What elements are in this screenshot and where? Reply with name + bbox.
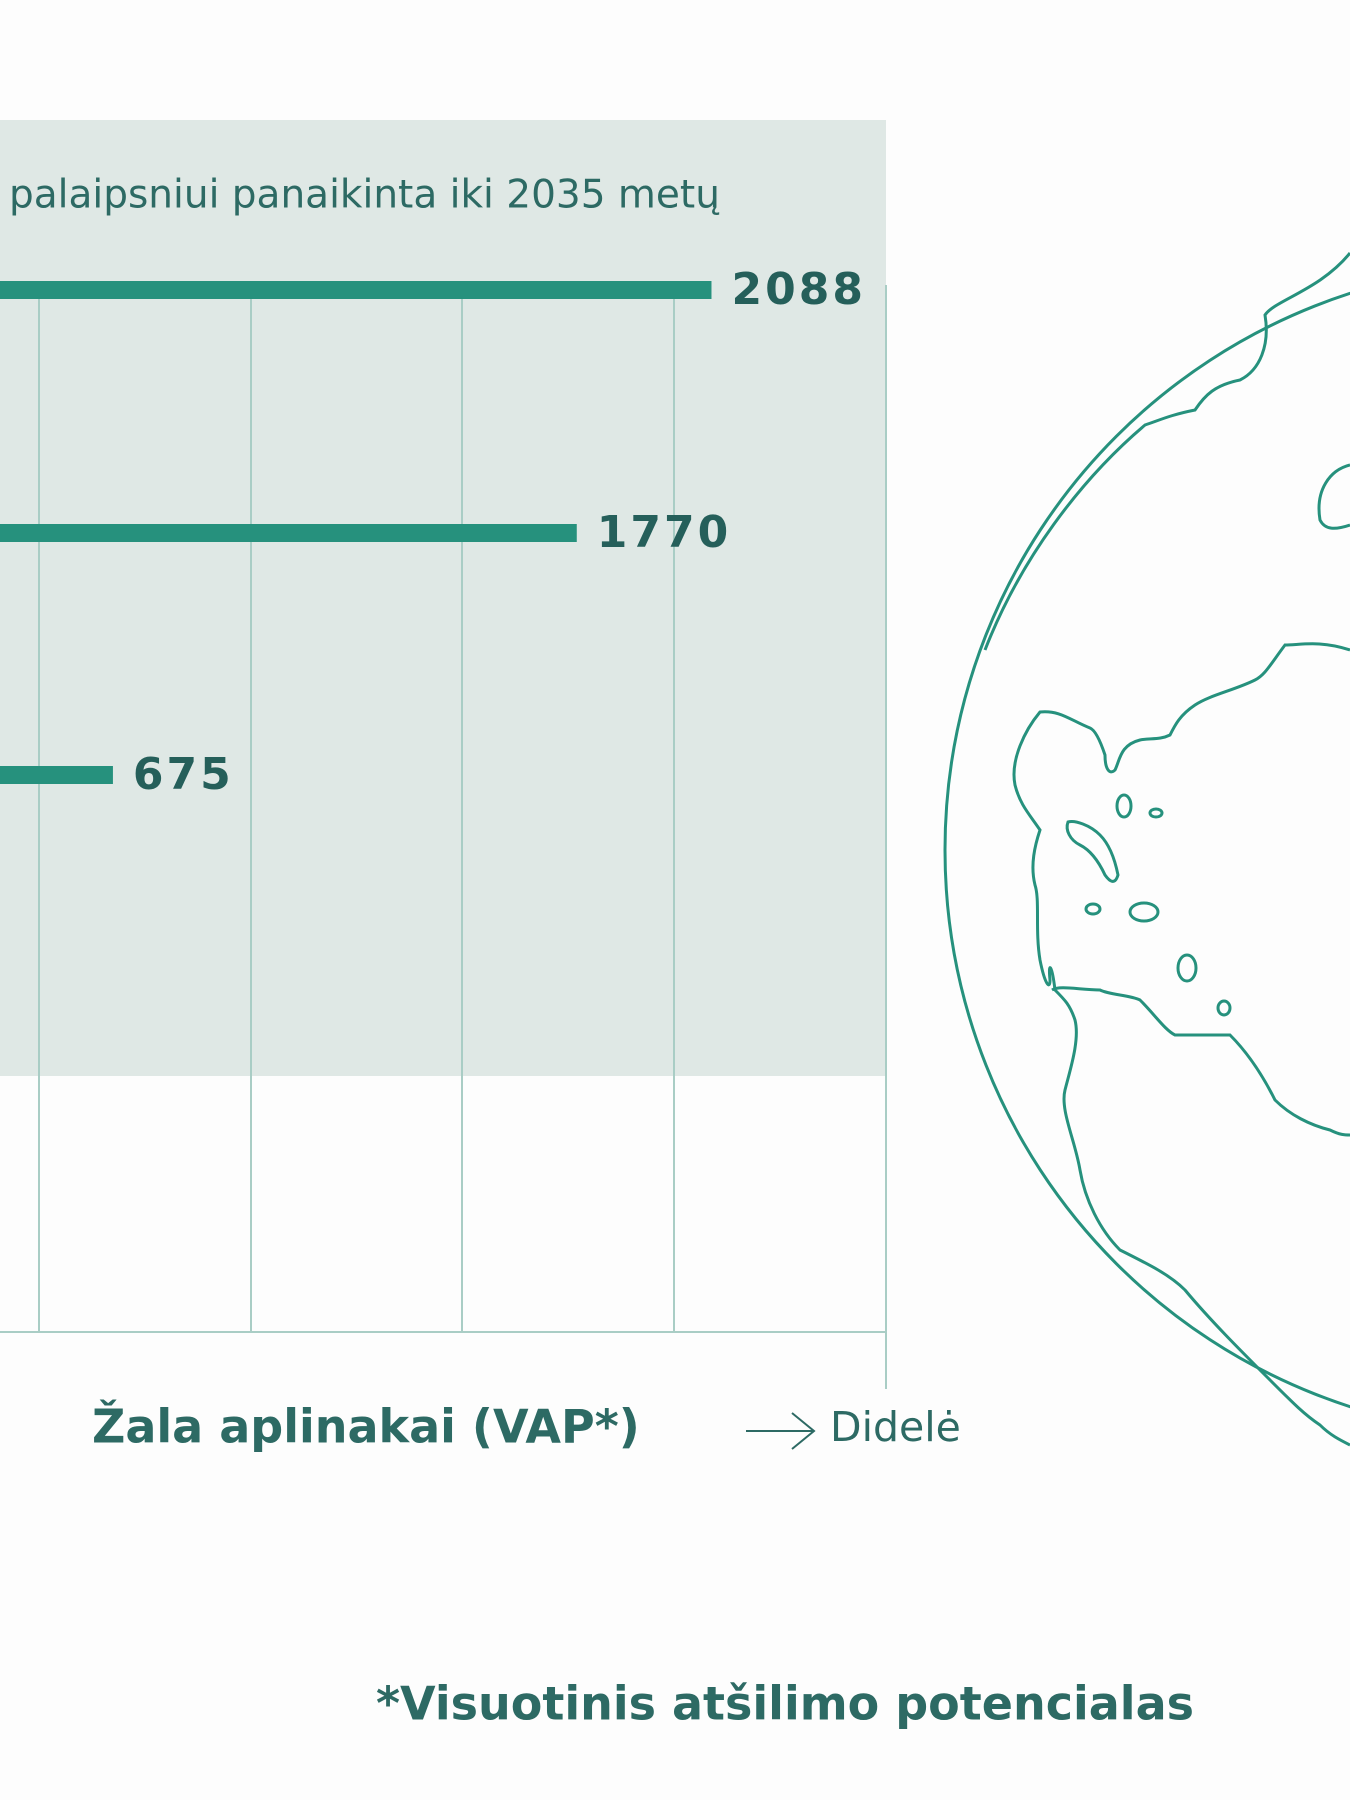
- grid: [0, 285, 887, 1389]
- subtitle: palaipsniui panaikinta iki 2035 metų: [9, 173, 720, 218]
- bar: [0, 766, 113, 784]
- value-label: 675: [133, 749, 234, 800]
- arrow: [746, 1412, 816, 1450]
- x-axis-label: Žala aplinakai (VAP*): [92, 1400, 640, 1454]
- bar: [0, 524, 577, 542]
- bar: [0, 281, 712, 299]
- value-label: 2088: [731, 264, 865, 315]
- panel: [0, 120, 886, 1076]
- annotation: Didelė: [830, 1403, 961, 1451]
- value-label: 1770: [597, 507, 731, 558]
- globe: [943, 252, 1350, 1447]
- footnote: *Visuotinis atšilimo potencialas: [376, 1677, 1194, 1731]
